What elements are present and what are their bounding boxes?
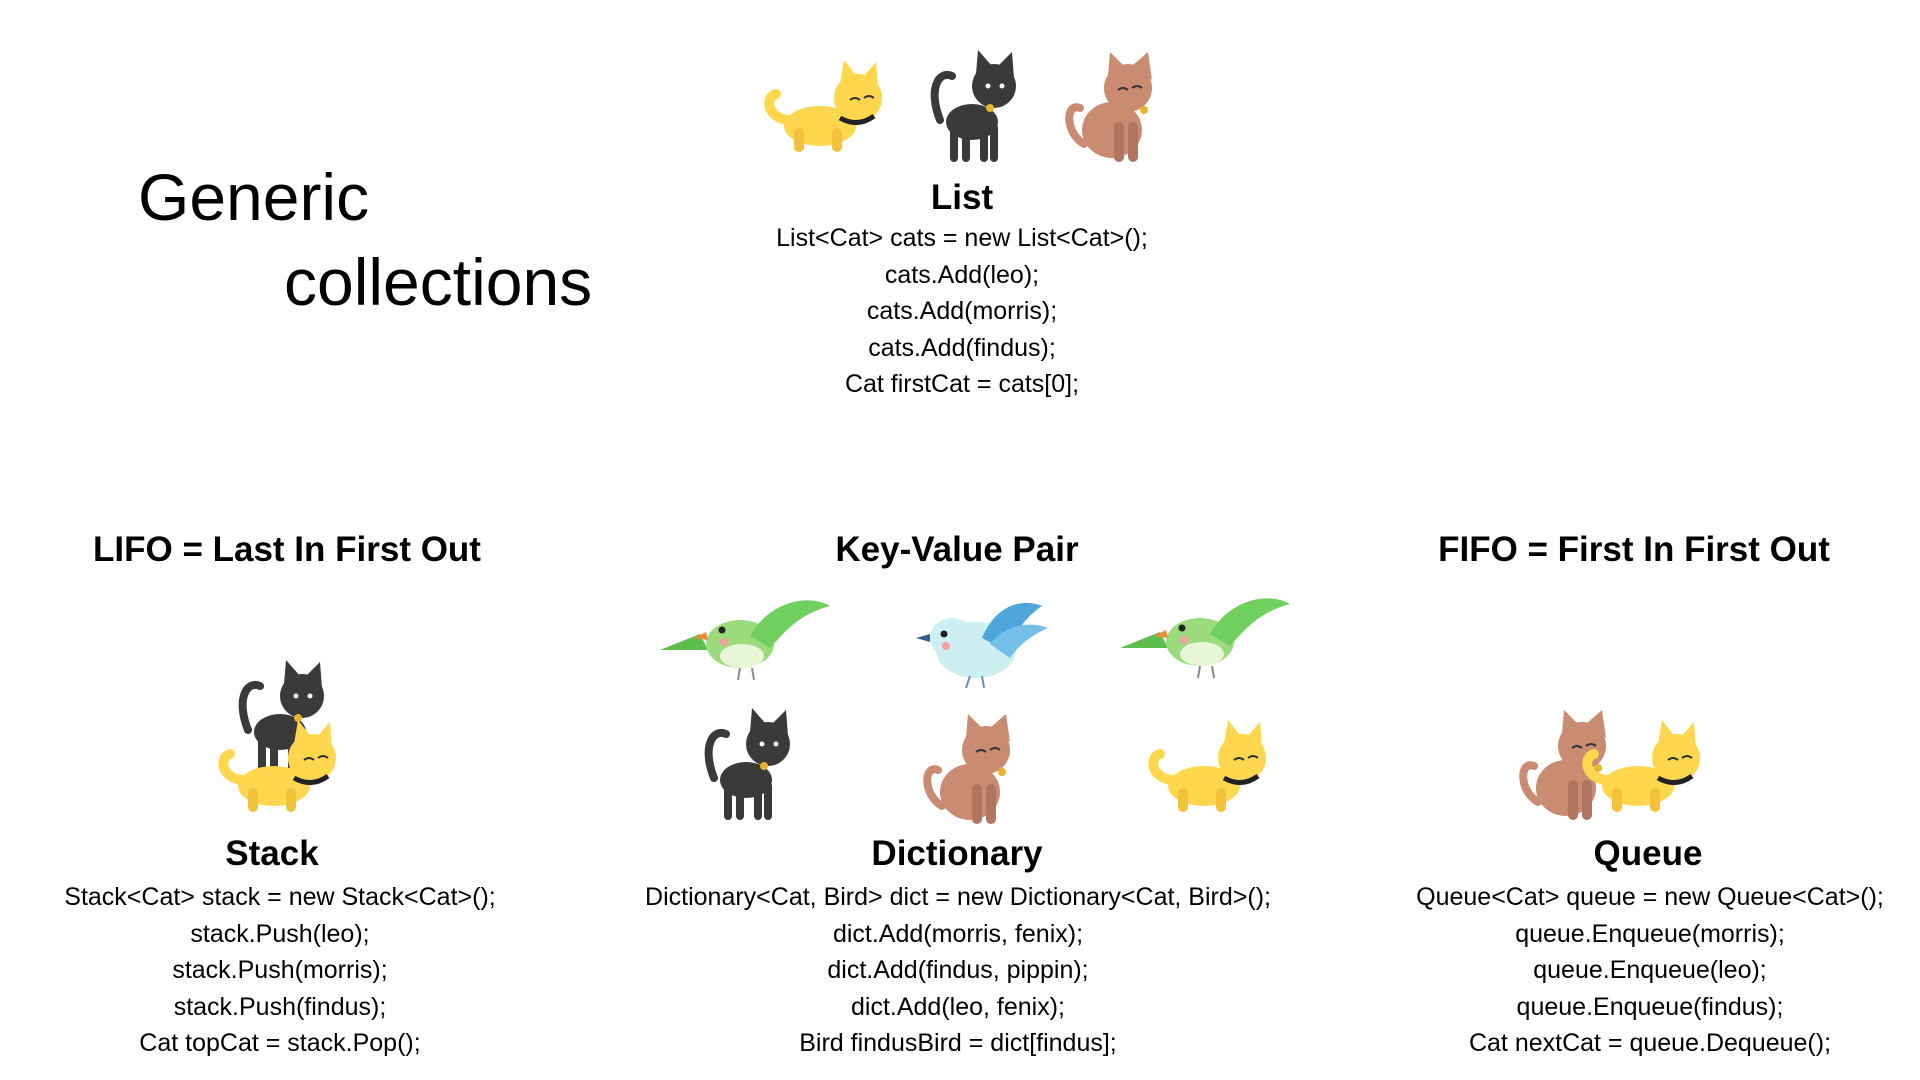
black-cat-icon [702, 708, 802, 826]
code-line: Dictionary<Cat, Bird> dict = new Diction… [645, 883, 1271, 911]
brown-cat-icon [1064, 52, 1164, 168]
code-line: Bird findusBird = dict[findus]; [799, 1029, 1117, 1057]
dictionary-heading: Key-Value Pair [835, 530, 1079, 569]
stack-yellow-cat-icon [212, 718, 342, 828]
code-line: cats.Add(leo); [884, 260, 1040, 289]
code-line: Stack<Cat> stack = new Stack<Cat>(); [64, 883, 496, 911]
queue-yellow-cat-icon [1576, 718, 1706, 828]
blue-bird-icon [912, 598, 1052, 693]
dictionary-name: Dictionary [871, 834, 1043, 873]
code-line: queue.Enqueue(findus); [1516, 992, 1784, 1021]
green-bird-icon [659, 599, 835, 690]
black-cat-icon [928, 50, 1028, 168]
green-bird-icon [1119, 597, 1295, 688]
brown-cat-icon [922, 714, 1022, 830]
dictionary-code: Dictionary<Cat, Bird> dict = new Diction… [645, 879, 1271, 1062]
code-line: Cat firstCat = cats[0]; [844, 370, 1080, 398]
code-line: Queue<Cat> queue = new Queue<Cat>(); [1416, 883, 1884, 911]
code-line: dict.Add(findus, pippin); [827, 956, 1089, 984]
stack-name: Stack [225, 834, 319, 873]
code-line: stack.Push(leo); [190, 919, 370, 948]
code-line: stack.Push(findus); [173, 992, 387, 1021]
code-line: cats.Add(findus); [868, 333, 1056, 362]
code-line: stack.Push(morris); [172, 956, 388, 984]
queue-code: Queue<Cat> queue = new Queue<Cat>(); que… [1416, 879, 1884, 1062]
stack-code: Stack<Cat> stack = new Stack<Cat>(); sta… [64, 879, 495, 1062]
list-name: List [930, 178, 994, 217]
yellow-cat-icon [1142, 718, 1272, 828]
code-line: Cat nextCat = queue.Dequeue(); [1468, 1029, 1832, 1057]
code-line: List<Cat> cats = new List<Cat>(); [776, 224, 1148, 252]
title-line-1: Generic [138, 160, 370, 234]
queue-name: Queue [1593, 834, 1703, 873]
code-line: queue.Enqueue(morris); [1515, 919, 1785, 948]
title-line-2: collections [284, 245, 593, 319]
list-code: List<Cat> cats = new List<Cat>(); cats.A… [776, 220, 1148, 403]
code-line: Cat topCat = stack.Pop(); [139, 1029, 421, 1057]
queue-heading: FIFO = First In First Out [1438, 530, 1830, 569]
code-line: dict.Add(morris, fenix); [832, 919, 1084, 948]
code-line: dict.Add(leo, fenix); [850, 992, 1065, 1021]
code-line: queue.Enqueue(leo); [1533, 956, 1767, 984]
code-line: cats.Add(morris); [866, 297, 1058, 325]
stack-heading: LIFO = Last In First Out [93, 530, 481, 569]
yellow-cat-icon [758, 58, 888, 168]
